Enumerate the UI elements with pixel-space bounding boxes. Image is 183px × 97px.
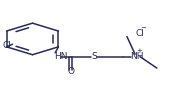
Text: NH: NH (130, 52, 144, 61)
Text: Cl: Cl (3, 41, 11, 50)
Text: +: + (137, 48, 143, 54)
Text: −: − (141, 25, 147, 31)
Text: HN: HN (54, 52, 68, 61)
Text: Cl: Cl (136, 29, 145, 38)
Text: S: S (91, 52, 97, 61)
Text: O: O (67, 67, 74, 76)
